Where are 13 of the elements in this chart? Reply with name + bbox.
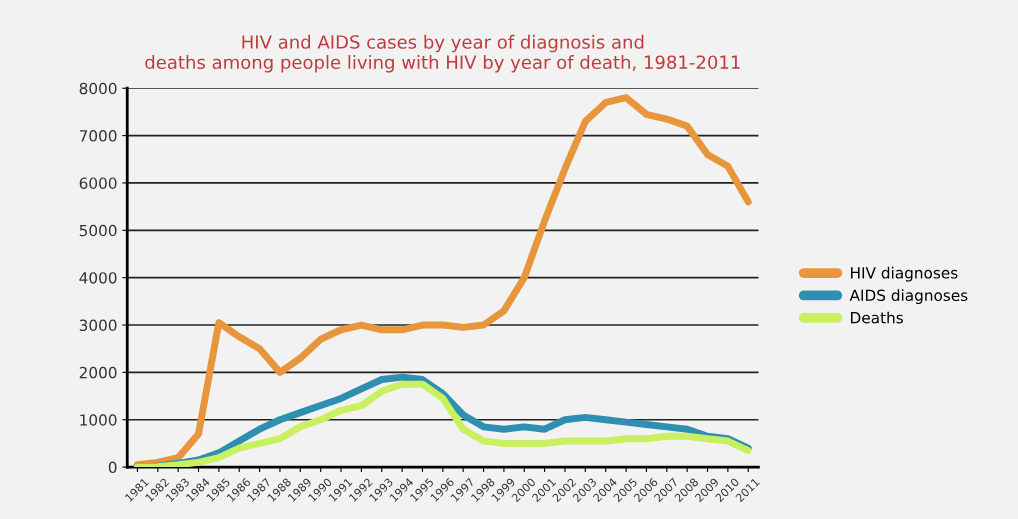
legend-label: Deaths [851,311,903,324]
y-tick-label: 3000 [79,319,117,332]
y-tick-label: 2000 [79,366,117,379]
legend-label: AIDS diagnoses [849,289,968,304]
y-tick-label: 6000 [79,177,117,189]
y-tick-label: 4000 [79,272,117,284]
legend-label: HIV diagnoses [851,266,958,282]
chart-title: HIV and AIDS cases by year of diagnosis and deaths among people living with HIV by year of death, 1981-2011 [145,34,740,73]
y-tick-label: 7000 [79,130,117,142]
y-tick-label: 5000 [79,224,117,237]
y-tick-label: 1000 [80,414,117,426]
y-tick-label: 8000 [79,82,117,95]
y-tick-label: 0 [108,461,117,474]
